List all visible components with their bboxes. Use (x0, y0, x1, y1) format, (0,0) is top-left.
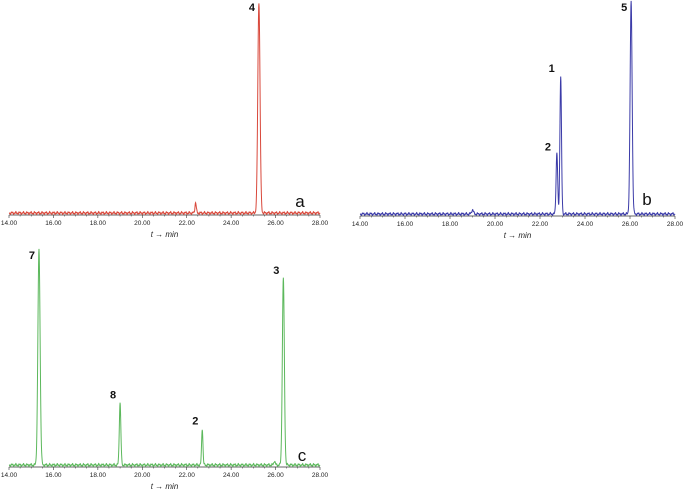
x-tick-label: 26.00 (267, 472, 284, 479)
x-tick-label: 16.00 (45, 472, 62, 479)
peak-label: 3 (273, 265, 279, 277)
x-tick-label: 18.00 (90, 220, 107, 227)
chromatogram-a: 14.00 16.00 18.00 20.00 22.00 24.00 26.00 28.00… (1, 2, 329, 239)
x-tick-label: 20.00 (134, 472, 151, 479)
x-tick-label: 24.00 (577, 221, 594, 228)
x-tick-label: 22.00 (179, 220, 196, 227)
peak-label: 7 (29, 250, 35, 262)
chromatogram-c: 14.00 16.00 18.00 20.00 22.00 24.00 26.00 28.00… (1, 248, 329, 489)
x-tick-label: 18.00 (90, 472, 107, 479)
panel-label: b (642, 190, 651, 209)
x-tick-label: 18.00 (442, 221, 459, 228)
x-tick-label: 26.00 (267, 220, 284, 227)
x-tick-label: 16.00 (45, 220, 62, 227)
peak-label: 2 (192, 415, 198, 427)
x-tick-label: 20.00 (487, 221, 504, 228)
chromatogram-trace (359, 0, 676, 217)
panel-label: c (298, 446, 307, 465)
x-tick-label: 24.00 (223, 220, 240, 227)
x-tick-label: 22.00 (179, 472, 196, 479)
peak-label: 4 (249, 2, 256, 14)
peak-label: 8 (110, 390, 116, 402)
x-tick-label: 16.00 (397, 221, 414, 228)
chromatogram-trace (8, 248, 321, 468)
peak-label: 5 (621, 2, 627, 14)
x-tick-label: 14.00 (1, 472, 18, 479)
chromatogram-b: 14.00 16.00 18.00 20.00 22.00 24.00 26.00 28.00… (352, 0, 683, 240)
x-tick-label: 20.00 (134, 220, 151, 227)
chromatogram-trace (8, 3, 321, 216)
x-axis-label: t → min (151, 230, 179, 239)
x-tick-label: 28.00 (312, 220, 329, 227)
x-tick-label: 22.00 (532, 221, 549, 228)
x-tick-label: 14.00 (1, 220, 18, 227)
peak-label: 1 (549, 63, 555, 75)
x-axis-label: t → min (504, 231, 532, 240)
x-tick-label: 28.00 (667, 221, 683, 228)
x-tick-label: 24.00 (223, 472, 240, 479)
peak-label: 2 (545, 142, 551, 154)
x-tick-label: 26.00 (622, 221, 639, 228)
x-tick-label: 28.00 (312, 472, 329, 479)
x-tick-label: 14.00 (352, 221, 369, 228)
panel-label: a (295, 192, 305, 211)
x-axis-label: t → min (151, 482, 179, 489)
